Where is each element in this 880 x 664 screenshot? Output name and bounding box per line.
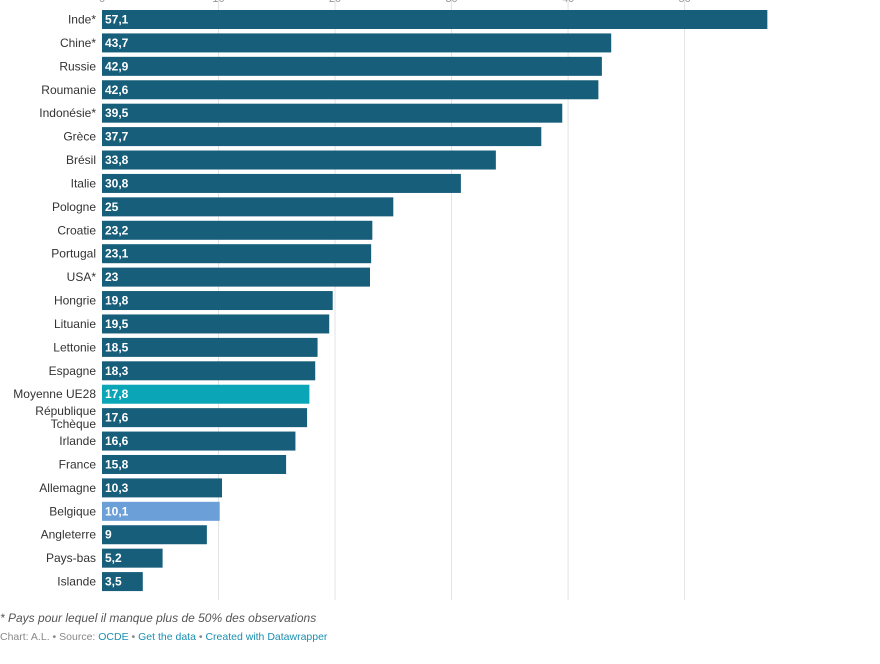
category-label: Irlande — [59, 434, 96, 448]
category-label: Lettonie — [53, 340, 96, 354]
category-label: Roumanie — [41, 83, 96, 97]
bar[interactable] — [102, 103, 563, 123]
bar[interactable] — [102, 478, 223, 498]
x-tick-label: 40 — [562, 0, 574, 5]
value-label: 43,7 — [105, 36, 129, 50]
x-tick-label: 30 — [445, 0, 457, 5]
value-label: 15,8 — [105, 457, 129, 471]
bar[interactable] — [102, 244, 372, 264]
category-label: Brésil — [66, 153, 96, 167]
bar[interactable] — [102, 267, 370, 287]
bar[interactable] — [102, 525, 207, 545]
bar[interactable] — [102, 337, 318, 357]
category-label: République Tchèque — [35, 404, 96, 431]
category-label: France — [59, 457, 97, 471]
category-label: Pologne — [52, 200, 96, 214]
datawrapper-link[interactable]: Created with Datawrapper — [205, 631, 328, 643]
x-tick-label: 10 — [212, 0, 224, 5]
value-label: 9 — [105, 528, 112, 542]
bar[interactable] — [102, 127, 542, 147]
category-label: USA* — [67, 270, 97, 284]
source-prefix: Source: — [59, 631, 96, 643]
value-label: 25 — [105, 200, 119, 214]
bar[interactable] — [102, 150, 496, 170]
bar[interactable] — [102, 361, 316, 381]
value-label: 23 — [105, 270, 119, 284]
credits-separator: • — [52, 631, 57, 643]
category-label-line: République — [35, 404, 96, 418]
bar[interactable] — [102, 314, 330, 334]
category-label: Pays-bas — [46, 551, 96, 565]
value-label: 18,5 — [105, 340, 129, 354]
value-label: 37,7 — [105, 130, 129, 144]
category-label: Grèce — [63, 130, 96, 144]
bar[interactable] — [102, 291, 333, 311]
category-label: Inde* — [68, 13, 96, 27]
bar[interactable] — [102, 10, 768, 29]
value-label: 17,8 — [105, 387, 129, 401]
x-tick-label: 20 — [329, 0, 341, 5]
category-label: Russie — [59, 59, 96, 73]
source-link[interactable]: OCDE — [98, 631, 129, 643]
bar[interactable] — [102, 220, 373, 240]
value-label: 39,5 — [105, 106, 129, 120]
chart-credits: Chart: A.L. • Source: OCDE • Get the dat… — [0, 631, 327, 643]
category-label: Chine* — [60, 36, 96, 50]
bar[interactable] — [102, 501, 220, 521]
chart-author: Chart: A.L. — [0, 631, 50, 643]
footnote: * Pays pour lequel il manque plus de 50%… — [0, 611, 317, 625]
category-label: Indonésie* — [39, 106, 96, 120]
value-label: 19,5 — [105, 317, 129, 331]
value-label: 33,8 — [105, 153, 129, 167]
category-label: Espagne — [49, 364, 97, 378]
value-label: 23,1 — [105, 247, 129, 261]
value-label: 23,2 — [105, 223, 129, 237]
bar[interactable] — [102, 80, 599, 100]
bar[interactable] — [102, 408, 308, 428]
bar[interactable] — [102, 572, 143, 592]
bar[interactable] — [102, 431, 296, 451]
category-label: Italie — [71, 176, 97, 190]
value-label: 17,6 — [105, 411, 129, 425]
value-label: 19,8 — [105, 294, 129, 308]
get-data-link[interactable]: Get the data — [138, 631, 196, 643]
category-label: Moyenne UE28 — [13, 387, 96, 401]
category-label: Islande — [57, 575, 96, 589]
credits-separator: • — [198, 631, 203, 643]
value-label: 5,2 — [105, 551, 122, 565]
x-tick-label: 50 — [678, 0, 690, 5]
bar[interactable] — [102, 33, 612, 53]
bar[interactable] — [102, 173, 461, 193]
bar[interactable] — [102, 197, 394, 217]
value-label: 16,6 — [105, 434, 129, 448]
category-label: Hongrie — [54, 294, 96, 308]
value-label: 18,3 — [105, 364, 129, 378]
category-label: Allemagne — [39, 481, 96, 495]
value-label: 42,9 — [105, 59, 129, 73]
value-label: 10,1 — [105, 504, 129, 518]
value-label: 42,6 — [105, 83, 129, 97]
value-label: 30,8 — [105, 176, 129, 190]
category-label: Angleterre — [41, 528, 97, 542]
bar[interactable] — [102, 56, 602, 76]
bar[interactable] — [102, 548, 163, 568]
bar-chart: 0 10 20 30 40 50 Inde* 57,1 Chine* 43,7 Russie 42,9… — [13, 0, 768, 600]
bar[interactable] — [102, 384, 310, 404]
value-label: 10,3 — [105, 481, 129, 495]
credits-separator: • — [131, 631, 136, 643]
value-label: 57,1 — [105, 13, 129, 27]
value-label: 3,5 — [105, 575, 122, 589]
category-label: Lituanie — [54, 317, 96, 331]
category-label-line: Tchèque — [51, 417, 97, 431]
category-label: Portugal — [51, 247, 96, 261]
bar[interactable] — [102, 454, 287, 474]
x-tick-label: 0 — [99, 0, 105, 5]
category-label: Belgique — [49, 504, 96, 518]
category-label: Croatie — [57, 223, 96, 237]
